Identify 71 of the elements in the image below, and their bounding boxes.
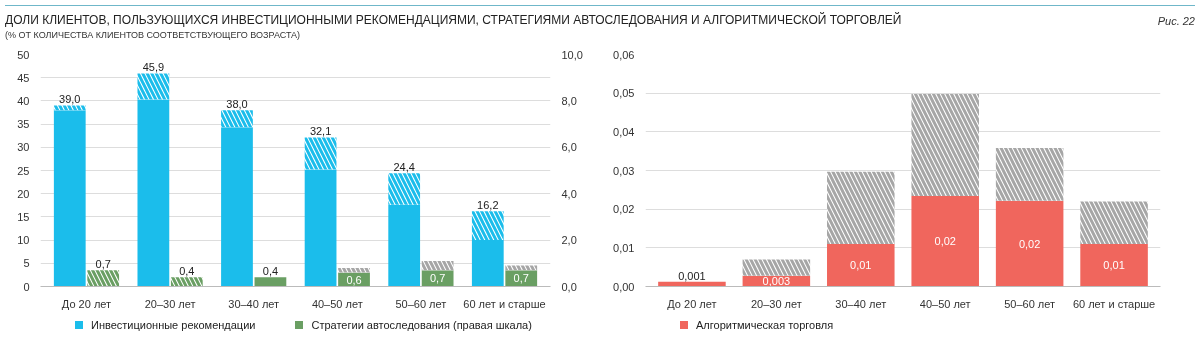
y-tick-label: 0,06 [613, 48, 635, 61]
y2-tick-label: 8,0 [561, 94, 577, 107]
x-tick-label: 30–40 лет [835, 297, 887, 310]
x-tick-label: 40–50 лет [311, 297, 363, 310]
y-tick-label: 20 [17, 187, 30, 200]
legend-label: Инвестиционные рекомендации [90, 318, 256, 333]
bar [388, 204, 421, 287]
legend-label: Алгоритмическая торговля [695, 318, 834, 333]
data-label: 0,7 [513, 272, 529, 285]
data-label: 0,7 [429, 272, 446, 285]
chart-subtitle: (% ОТ КОЛИЧЕСТВА КЛИЕНТОВ СООТВЕТСТВУЮЩЕГО ВОЗРАСТА) [5, 29, 302, 42]
y-tick-label: 45 [17, 71, 30, 84]
y-tick-label: 30 [17, 141, 30, 154]
x-tick-label: 50–60 лет [395, 297, 447, 310]
y-tick-label: 0,01 [613, 241, 635, 254]
x-tick-label: 60 лет и старше [463, 297, 546, 310]
total-label: 39,0 [59, 93, 81, 106]
bar [827, 243, 895, 287]
data-label: 0,01 [1103, 259, 1125, 272]
x-tick-label: 20–30 лет [144, 297, 196, 310]
data-label: 0,02 [934, 235, 956, 248]
y-tick-label: 0,02 [613, 203, 635, 216]
bar [53, 110, 86, 287]
y-tick-label: 50 [17, 48, 30, 61]
y-tick-label: 15 [17, 210, 30, 223]
x-tick-label: 40–50 лет [919, 297, 971, 310]
total-label: 16,2 [477, 199, 499, 212]
bar [221, 127, 253, 287]
y2-tick-label: 0,0 [561, 280, 577, 293]
data-label: 0,4 [262, 264, 279, 277]
y2-tick-label: 4,0 [561, 187, 577, 200]
y-tick-label: 0,00 [613, 280, 635, 293]
y2-tick-label: 10,0 [561, 48, 583, 61]
y-tick-label: 35 [17, 118, 30, 131]
chart-title: ДОЛИ КЛИЕНТОВ, ПОЛЬЗУЮЩИХСЯ ИНВЕСТИЦИОННЫМИ РЕКОМЕНДАЦИЯМИ, СТРАТЕГИЯМИ АВТОСЛЕДОВАНИЯ И АЛГОРИТМИЧЕСКОЙ ТОРГОВЛЕЙ [5, 13, 902, 27]
data-label: 0,003 [762, 275, 791, 288]
y-tick-label: 0,03 [613, 164, 635, 177]
y2-tick-label: 2,0 [561, 234, 577, 247]
bar [137, 99, 170, 287]
y-tick-label: 0,04 [613, 125, 635, 138]
y-tick-label: 40 [17, 94, 30, 107]
y-tick-label: 10 [17, 234, 30, 247]
y-tick-label: 0 [23, 280, 30, 293]
bar [254, 277, 287, 287]
total-label: 32,1 [309, 125, 332, 138]
text: Рис. 22 [1157, 14, 1195, 29]
bar [995, 200, 1064, 287]
data-label: 0,7 [95, 257, 111, 270]
data-label: 0,001 [678, 269, 706, 282]
data-label: 0,01 [850, 259, 872, 272]
data-label: 0,6 [346, 273, 362, 286]
legend-label: Стратегии автоследования (правая шкала) [310, 318, 532, 333]
data-label: 0,02 [1018, 237, 1041, 250]
total-label: 24,4 [393, 160, 415, 173]
total-label: 45,9 [142, 61, 165, 74]
bar [304, 169, 337, 287]
bar [471, 240, 504, 287]
x-tick-label: 50–60 лет [1004, 297, 1056, 310]
x-tick-label: До 20 лет [667, 297, 717, 310]
y2-tick-label: 6,0 [561, 141, 577, 154]
data-label: 0,4 [179, 264, 195, 277]
x-tick-label: До 20 лет [61, 297, 112, 310]
total-label: 38,0 [226, 97, 248, 110]
bar [1080, 243, 1148, 287]
x-tick-label: 30–40 лет [228, 297, 280, 310]
bar [911, 196, 979, 287]
y-tick-label: 0,05 [613, 87, 635, 100]
x-tick-label: 60 лет и старше [1072, 297, 1156, 310]
y-tick-label: 5 [23, 257, 30, 270]
x-tick-label: 20–30 лет [750, 297, 802, 310]
y-tick-label: 25 [17, 164, 30, 177]
